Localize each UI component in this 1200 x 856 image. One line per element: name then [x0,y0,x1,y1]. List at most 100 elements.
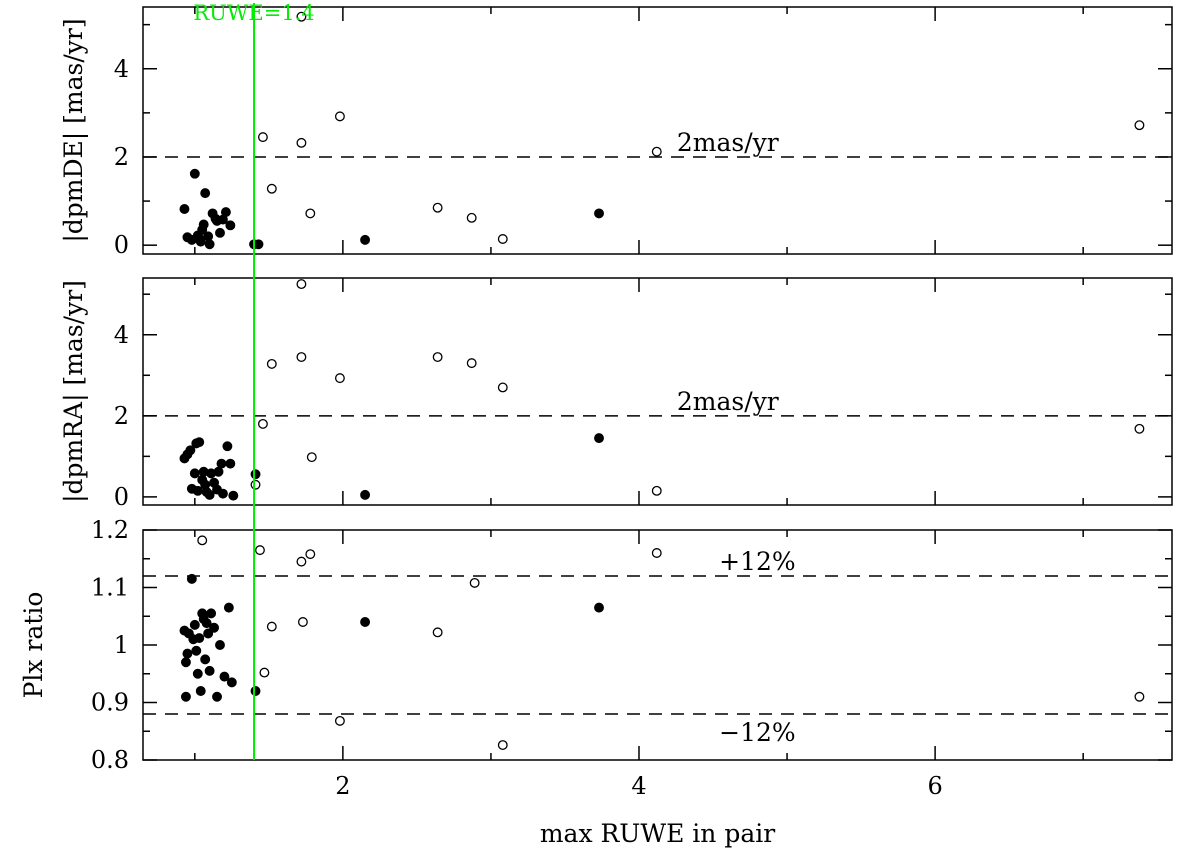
data-point-open [334,715,345,726]
data-point-open [197,535,208,546]
data-point-open [296,279,307,290]
data-point-filled [216,458,227,469]
reference-line-label: 2mas/yr [677,387,779,416]
y-tick-label: 0.9 [91,689,129,717]
y-axis-title: |dpmRA| [mas/yr] [59,280,89,503]
data-point-filled [180,657,191,668]
data-point-filled [225,220,236,231]
data-point-open [297,617,308,627]
y-tick-label: 0 [114,231,129,259]
data-point-filled [189,468,200,479]
data-point-filled [179,204,190,214]
panel-frame [142,277,1173,506]
data-point-filled [204,665,215,676]
y-tick-label: 0 [114,483,129,511]
data-point-open [1134,120,1145,131]
y-tick-label: 2 [114,143,129,171]
data-point-filled [218,488,228,499]
panel-dpmDE: 0 2 4 |dpmDE| [mas/yr] 2mas/yr [59,6,1173,259]
data-point-filled [185,445,196,456]
reference-line-label: 2mas/yr [677,128,779,157]
data-point-filled [191,645,202,656]
data-point-open [1134,423,1145,434]
data-point-filled [215,640,225,650]
data-point-filled [213,466,224,477]
data-point-filled [360,617,371,627]
data-point-open [255,545,265,556]
data-point-open [305,208,316,219]
y-tick-label: 2 [114,402,129,430]
data-point-filled [194,633,205,644]
data-point-filled [186,573,197,584]
data-point-open [651,146,662,157]
panel-frame [142,529,1173,761]
data-point-filled [195,236,206,247]
y-axis-title: Plx ratio [19,592,48,699]
data-point-open [651,548,662,558]
data-point-open [266,183,277,194]
data-point-filled [225,458,236,469]
data-point-filled [192,668,203,679]
data-point-open [334,373,345,384]
y-tick-label: 4 [114,321,129,349]
y-tick-label: 1 [114,631,129,659]
data-point-filled [250,469,261,480]
data-point-filled [228,490,239,501]
data-point-open [497,740,508,751]
data-point-open [1134,691,1145,702]
data-point-filled [223,602,234,613]
data-point-open [250,479,261,490]
data-point-open [432,352,443,362]
data-point-open [296,11,307,22]
data-point-open [497,382,508,393]
data-point-filled [189,168,200,179]
data-point-filled [226,677,237,688]
reference-line-label: +12% [719,547,796,576]
y-tick-label: 4 [114,55,129,83]
data-point-filled [360,234,371,245]
data-point-filled [219,671,230,682]
data-point-open [306,452,317,463]
y-axis-title: |dpmDE| [mas/yr] [59,18,89,242]
data-point-open [651,485,662,496]
data-point-filled [192,485,203,496]
x-axis-title: max RUWE in pair [540,819,775,848]
data-point-open [432,627,443,638]
data-point-filled [212,691,222,702]
data-point-filled [204,239,215,250]
data-point-open [432,202,443,213]
data-point-open [305,549,316,560]
data-point-filled [203,628,214,639]
data-point-filled [220,207,231,218]
data-point-filled [215,227,225,238]
data-point-filled [200,654,211,665]
data-point-filled [200,188,211,199]
data-point-filled [209,622,220,633]
y-tick-label: 0.8 [91,746,129,774]
data-point-filled [250,686,261,696]
ruwe-threshold-label: RUWE=1.4 [193,1,314,25]
data-point-filled [204,489,215,500]
panel-frame [142,6,1173,255]
data-point-filled [253,239,264,250]
data-point-open [469,577,480,588]
data-point-filled [182,648,193,659]
data-point-filled [195,686,206,696]
data-point-open [296,137,307,148]
data-point-open [497,234,508,244]
panel-dpmRA: 0 2 4 |dpmRA| [mas/yr] 2mas/yr [59,277,1173,511]
panels-layer: 0 2 4 |dpmDE| [mas/yr] 2mas/yr 0 2 4 |dpmRA| [ma… [19,6,1173,800]
panel-plx: 0.8 0.9 1 1.1 1.2 Plx ratio +12% −12% [19,516,1173,774]
data-point-filled [198,219,209,230]
data-point-filled [594,433,604,444]
data-point-filled [203,231,214,242]
x-tick-label: 6 [927,772,942,800]
y-tick-label: 1.1 [91,574,129,602]
data-point-filled [180,691,191,702]
data-point-filled [594,602,604,613]
y-tick-label: 1.2 [91,516,129,544]
data-point-filled [222,441,233,452]
data-point-open [296,556,307,567]
data-point-filled [360,489,371,500]
